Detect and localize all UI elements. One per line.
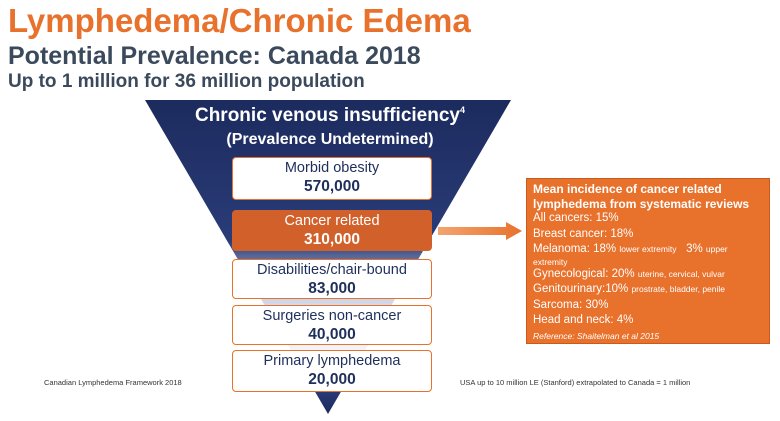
footer-source-left: Canadian Lymphedema Framework 2018 [44, 378, 182, 387]
panel-reference: Reference: Shaitelman et al 2015 [533, 330, 660, 341]
arrow-right-icon [438, 222, 522, 240]
funnel-level-value: 83,000 [308, 280, 356, 297]
funnel-apex-title: Chronic venous insufficiency4 [194, 105, 465, 126]
slide-title: Lymphedema/Chronic Edema [8, 2, 471, 39]
funnel-level-disabilities: Disabilities/chair-bound 83,000 [232, 259, 432, 299]
funnel-level-value: 40,000 [308, 326, 356, 343]
funnel-level-label: Cancer related [284, 213, 380, 229]
slide-subtitle: Potential Prevalence: Canada 2018 [8, 42, 421, 70]
funnel-level-value: 570,000 [303, 178, 361, 195]
funnel-level-value: 310,000 [303, 231, 361, 248]
funnel-level-surgeries: Surgeries non-cancer 40,000 [232, 305, 432, 345]
funnel-level-label: Primary lymphedema [263, 353, 401, 369]
funnel-level-value: 20,000 [308, 371, 356, 388]
slide-tagline: Up to 1 million for 36 million populatio… [8, 71, 365, 92]
panel-melanoma: Melanoma: 18% lower extremity 3% upper e… [533, 243, 728, 267]
funnel-level-label: Morbid obesity [284, 160, 380, 176]
funnel-apex-subtitle: (Prevalence Undetermined) [226, 131, 434, 148]
funnel-level-cancer-related: Cancer related 310,000 [232, 210, 432, 251]
panel-breast: Breast cancer: 18% [533, 227, 634, 240]
funnel-level-primary-lymphedema: Primary lymphedema 20,000 [232, 350, 432, 392]
funnel-level-label: Surgeries non-cancer [262, 308, 402, 324]
incidence-panel: Mean incidence of cancer related lymphed… [526, 178, 770, 344]
panel-head-neck: Head and neck: 4% [533, 314, 634, 326]
panel-heading: Mean incidence of cancer related lymphed… [533, 182, 750, 211]
panel-all-cancers: All cancers: 15% [533, 212, 619, 224]
funnel-level-label: Disabilities/chair-bound [257, 262, 407, 278]
panel-gynecological: Gynecological: 20% uterine, cervical, vu… [533, 267, 725, 280]
footer-source-right: USA up to 10 million LE (Stanford) extra… [460, 378, 691, 387]
funnel-level-morbid-obesity: Morbid obesity 570,000 [232, 157, 432, 200]
panel-genitourinary: Genitourinary:10% prostrate, bladder, pe… [533, 283, 726, 295]
panel-sarcoma: Sarcoma: 30% [533, 298, 609, 311]
